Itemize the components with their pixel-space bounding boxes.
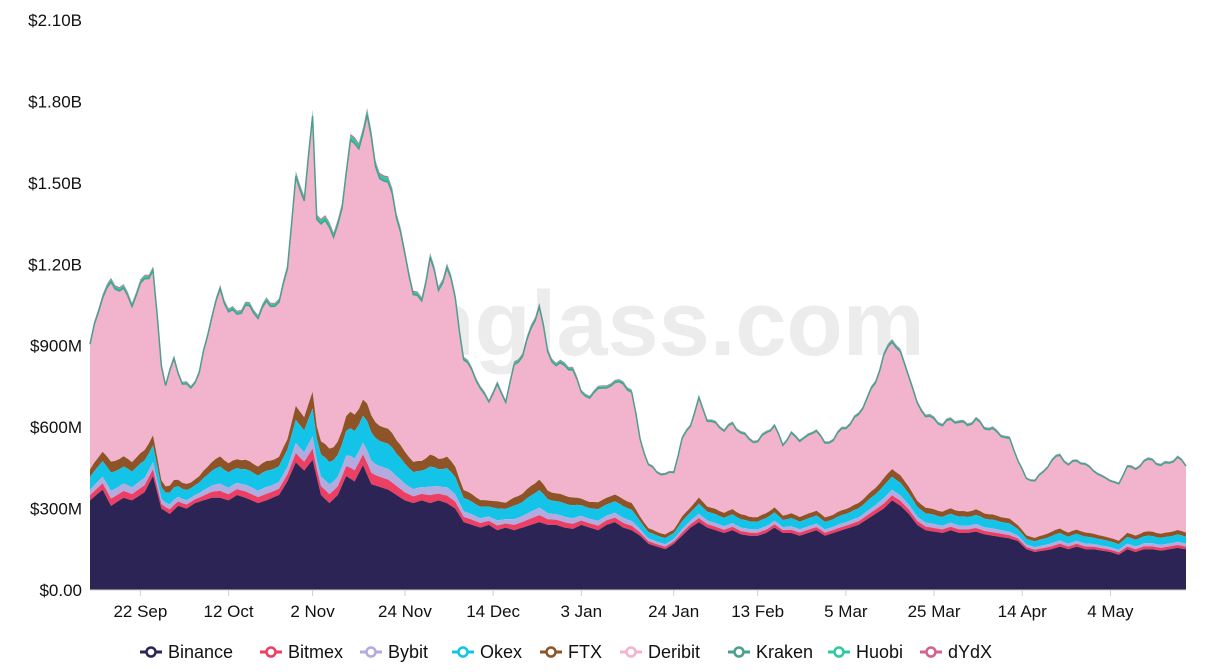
- series-area-bitmex[interactable]: [90, 448, 1186, 555]
- legend-swatch-marker: [265, 646, 277, 658]
- series-area-bybit[interactable]: [90, 436, 1186, 553]
- y-tick-label: $1.50B: [28, 174, 82, 193]
- x-tick-label: 14 Apr: [998, 602, 1047, 621]
- legend-label: Huobi: [856, 642, 903, 662]
- legend-item-ftx[interactable]: FTX: [540, 642, 602, 662]
- y-tick-label: $300M: [30, 500, 82, 519]
- legend-item-deribit[interactable]: Deribit: [620, 642, 700, 662]
- x-tick-label: 24 Nov: [378, 602, 432, 621]
- series-area-binance[interactable]: [90, 459, 1186, 590]
- series-area-ftx[interactable]: [90, 391, 1186, 545]
- series-area-okex[interactable]: [90, 408, 1186, 550]
- series-line-kraken: [89, 114, 1187, 485]
- legend-swatch-marker: [145, 646, 157, 658]
- legend-label: Okex: [480, 642, 522, 662]
- x-tick-label: 3 Jan: [561, 602, 603, 621]
- y-axis-ticks: $0.00 $300M $600M $900M $1.20B $1.50B $1.80B $2…: [28, 11, 82, 600]
- legend-swatch-marker: [733, 646, 745, 658]
- legend-item-kraken[interactable]: Kraken: [728, 642, 813, 662]
- y-tick-label: $600M: [30, 418, 82, 437]
- y-tick-label: $900M: [30, 337, 82, 356]
- legend-label: Bitmex: [288, 642, 343, 662]
- y-tick-label: $1.20B: [28, 255, 82, 274]
- legend-swatch-marker: [457, 646, 469, 658]
- x-tick-label: 4 May: [1087, 602, 1134, 621]
- x-tick-label: 13 Feb: [731, 602, 784, 621]
- y-tick-label: $0.00: [39, 581, 82, 600]
- x-tick-label: 2 Nov: [290, 602, 335, 621]
- legend-label: FTX: [568, 642, 602, 662]
- legend-swatch-marker: [925, 646, 937, 658]
- legend-label: Kraken: [756, 642, 813, 662]
- legend-item-dydx[interactable]: dYdX: [920, 642, 992, 662]
- y-tick-label: $2.10B: [28, 11, 82, 30]
- legend-label: Deribit: [648, 642, 700, 662]
- legend-item-bitmex[interactable]: Bitmex: [260, 642, 343, 662]
- x-tick-label: 5 Mar: [824, 602, 868, 621]
- x-axis-ticks: 22 Sep 12 Oct 2 Nov 24 Nov 14 Dec 3 Jan 24 Jan…: [113, 590, 1134, 621]
- y-tick-label: $1.80B: [28, 92, 82, 111]
- x-tick-label: 25 Mar: [908, 602, 961, 621]
- legend-swatch-marker: [545, 646, 557, 658]
- legend-swatch-marker: [625, 646, 637, 658]
- legend-swatch-marker: [833, 646, 845, 658]
- x-tick-label: 12 Oct: [204, 602, 254, 621]
- legend-label: Binance: [168, 642, 233, 662]
- legend-label: dYdX: [948, 642, 992, 662]
- legend-item-huobi[interactable]: Huobi: [828, 642, 903, 662]
- x-tick-label: 22 Sep: [113, 602, 167, 621]
- legend: Binance Bitmex Bybit Okex FTX Deribit Kraken Hu…: [140, 642, 992, 662]
- legend-item-okex[interactable]: Okex: [452, 642, 522, 662]
- x-tick-label: 24 Jan: [648, 602, 699, 621]
- legend-item-bybit[interactable]: Bybit: [360, 642, 428, 662]
- x-tick-label: 14 Dec: [466, 602, 520, 621]
- legend-item-binance[interactable]: Binance: [140, 642, 233, 662]
- legend-label: Bybit: [388, 642, 428, 662]
- legend-swatch-marker: [365, 646, 377, 658]
- series-area-deribit[interactable]: [90, 114, 1186, 541]
- series-areas: [89, 108, 1187, 590]
